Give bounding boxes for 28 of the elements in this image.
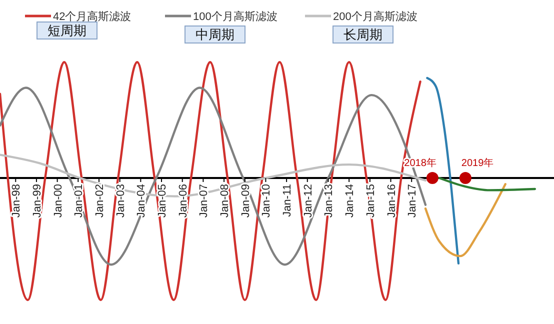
x-tick-label: Jan-06 xyxy=(177,184,190,218)
x-tick-label: Jan-01 xyxy=(73,184,86,218)
x-tick-label: Jan-10 xyxy=(260,184,273,218)
x-tick-label: Jan-09 xyxy=(240,184,252,218)
x-tick-label: Jan-15 xyxy=(364,184,377,218)
x-tick-label: Jan-11 xyxy=(282,184,294,217)
x-tick-label: Jan-00 xyxy=(52,184,64,218)
x-tick-label: Jan-98 xyxy=(10,184,23,218)
x-tick-label: Jan-08 xyxy=(219,184,232,218)
annotation: 2018年 xyxy=(404,157,436,169)
x-tick-label: Jan-13 xyxy=(323,184,336,218)
legend-label: 200个月高斯滤波 xyxy=(333,10,418,23)
x-tick-label: Jan-04 xyxy=(136,184,148,218)
legend-label: 100个月高斯滤波 xyxy=(193,10,278,23)
text: 中周期 xyxy=(196,27,234,42)
x-tick-label: Jan-99 xyxy=(31,184,44,218)
x-tick-label: Jan-05 xyxy=(156,184,169,218)
x-tick-label: Jan-17 xyxy=(406,184,419,218)
text: 短周期 xyxy=(48,23,86,38)
x-tick-label: Jan-07 xyxy=(198,184,210,218)
x-tick-label: Jan-16 xyxy=(386,184,398,218)
legend-label: 42个月高斯滤波 xyxy=(53,10,132,23)
annotation: 2019年 xyxy=(461,157,494,169)
x-tick-label: Jan-12 xyxy=(302,184,314,218)
text: 长周期 xyxy=(344,27,382,42)
x-tick-label: Jan-02 xyxy=(94,184,106,218)
x-tick-label: Jan-03 xyxy=(114,184,127,218)
x-tick-label: Jan-14 xyxy=(344,184,356,218)
